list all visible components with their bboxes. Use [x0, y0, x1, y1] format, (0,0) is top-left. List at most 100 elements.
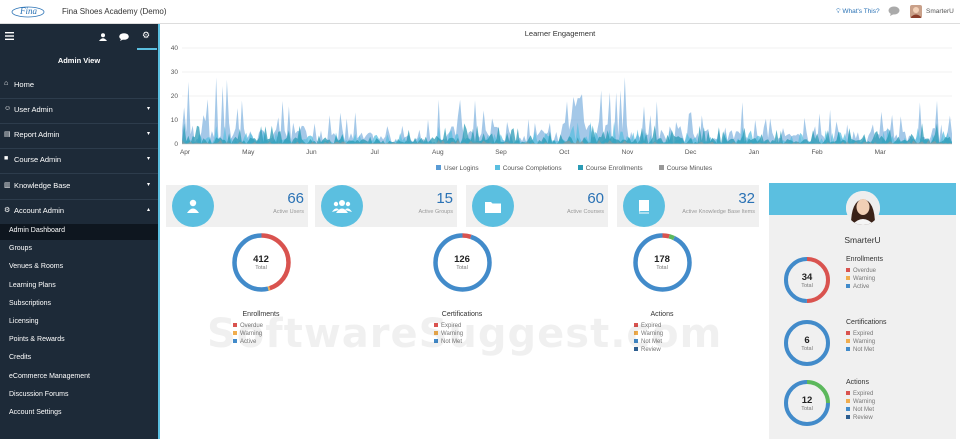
- legend-item[interactable]: Course Completions: [494, 165, 570, 172]
- legend-label: Warning: [441, 331, 464, 337]
- legend-swatch: [233, 339, 237, 343]
- donut-legend-item[interactable]: Not Met: [846, 406, 875, 414]
- stat-value: 60: [587, 190, 604, 207]
- legend-item[interactable]: Course Enrollments: [577, 165, 651, 172]
- donut-legend-item[interactable]: Review: [846, 414, 875, 422]
- legend-swatch: [634, 331, 638, 335]
- legend-label: Warning: [853, 276, 876, 282]
- sidebar-subitem[interactable]: Licensing: [0, 315, 158, 331]
- profile-donut-legend: Overdue Warning Active: [846, 267, 876, 291]
- legend-swatch: [846, 399, 850, 403]
- donut-legend-item[interactable]: Active: [846, 283, 876, 291]
- admin-view-label: Admin View: [57, 56, 101, 65]
- sidebar-item-user-admin[interactable]: ☺ User Admin ▾: [0, 102, 158, 120]
- donut-legend-item[interactable]: Expired: [846, 390, 875, 398]
- book-icon: [623, 185, 665, 227]
- series-area-course-minutes: [182, 139, 952, 144]
- legend-swatch: [434, 331, 438, 335]
- sidebar-item-account-admin[interactable]: ⚙ Account Admin ▴: [0, 203, 158, 221]
- divider: [0, 148, 158, 149]
- donut-legend-item[interactable]: Active: [233, 338, 263, 346]
- sidebar-item-home[interactable]: ⌂ Home: [0, 77, 158, 95]
- stat-card-active-courses[interactable]: 60 Active Courses: [466, 185, 608, 227]
- chat-icon[interactable]: [888, 6, 900, 16]
- sidebar-item-course-admin[interactable]: ■ Course Admin ▾: [0, 152, 158, 170]
- sidebar-item-knowledge-base[interactable]: ▥ Knowledge Base ▾: [0, 178, 158, 196]
- stat-card-active-users[interactable]: 66 Active Users: [166, 185, 308, 227]
- sidebar-subitem[interactable]: Admin Dashboard: [0, 224, 158, 240]
- sidebar-item-report-admin[interactable]: ▤ Report Admin ▾: [0, 127, 158, 145]
- logo-text: Fina: [19, 6, 37, 16]
- y-tick-label: 30: [171, 69, 179, 76]
- chat-bubble-icon[interactable]: [119, 33, 129, 43]
- sidebar-subitem[interactable]: Venues & Rooms: [0, 260, 158, 276]
- donut-total-value: 6: [804, 335, 810, 346]
- sidebar-subitem-label: Learning Plans: [9, 281, 56, 289]
- donut-legend-item[interactable]: Not Met: [634, 338, 663, 346]
- donut-legend-item[interactable]: Overdue: [233, 322, 263, 330]
- sidebar-subitem[interactable]: Groups: [0, 242, 158, 258]
- legend-label: Active: [853, 284, 870, 290]
- sidebar-subitem[interactable]: Account Settings: [0, 406, 158, 422]
- active-tab-indicator: [137, 48, 157, 50]
- profile-certifications-donut-center: 6 Total: [787, 335, 827, 352]
- series-area-course-enrollments: [182, 123, 952, 144]
- x-tick-label: May: [242, 149, 255, 156]
- sidebar-subitem[interactable]: Learning Plans: [0, 279, 158, 295]
- sidebar-subitem[interactable]: Points & Rewards: [0, 333, 158, 349]
- person-icon[interactable]: [99, 33, 107, 43]
- hamburger-menu-icon[interactable]: [5, 32, 14, 42]
- legend-item[interactable]: User Logins: [436, 165, 487, 172]
- stat-value: 66: [287, 190, 304, 207]
- legend-swatch: [846, 339, 850, 343]
- donut-legend-item[interactable]: Warning: [233, 330, 263, 338]
- sidebar-subitem[interactable]: Discussion Forums: [0, 388, 158, 404]
- profile-panel: SmarterU 34 Total Enrollments Overdue Warnin…: [769, 183, 956, 439]
- username-label[interactable]: SmarterU: [926, 8, 954, 15]
- sidebar-subitem-label: Licensing: [9, 318, 39, 325]
- gear-icon[interactable]: ⚙︎: [142, 30, 151, 40]
- whats-this-label[interactable]: What's This?: [842, 8, 880, 15]
- group-icon: [321, 185, 363, 227]
- donut-legend-item[interactable]: Warning: [846, 398, 875, 406]
- profile-donut-legend: Expired Warning Not Met: [846, 330, 875, 354]
- legend-swatch: [577, 165, 583, 170]
- sidebar-toolbar: ⚙︎: [0, 24, 158, 52]
- donut-legend-item[interactable]: Overdue: [846, 267, 876, 275]
- donut-legend-item[interactable]: Not Met: [434, 338, 463, 346]
- user-avatar[interactable]: [910, 5, 922, 18]
- donut-legend-item[interactable]: Review: [634, 346, 663, 354]
- donut-legend-item[interactable]: Warning: [634, 330, 663, 338]
- sidebar-subitem-label: Groups: [9, 245, 32, 253]
- profile-donut-legend: Expired Warning Not Met Review: [846, 390, 875, 422]
- fina-logo[interactable]: Fina: [10, 3, 46, 19]
- legend-label: User Logins: [444, 165, 479, 172]
- x-tick-label: Mar: [875, 149, 887, 156]
- stat-card-active-knowledge-base-items[interactable]: 32 Active Knowledge Base Items: [617, 185, 759, 227]
- stat-card-active-groups[interactable]: 15 Active Groups: [315, 185, 457, 227]
- legend-swatch: [494, 165, 500, 170]
- enrollments-donut-chart: [231, 232, 291, 292]
- donut-legend-item[interactable]: Warning: [846, 275, 876, 283]
- sidebar-subitem[interactable]: Subscriptions: [0, 297, 158, 313]
- sidebar-subitem[interactable]: Credits: [0, 351, 158, 367]
- sidebar-subitem-label: eCommerce Management: [9, 372, 90, 380]
- whats-this-link[interactable]: 💡︎ What's This?: [836, 8, 880, 15]
- donut-legend-item[interactable]: Expired: [634, 322, 663, 330]
- legend-item[interactable]: Course Minutes: [658, 165, 721, 172]
- donut-legend-item[interactable]: Warning: [846, 338, 875, 346]
- donut-legend-item[interactable]: Expired: [434, 322, 463, 330]
- donut-legend-item[interactable]: Warning: [434, 330, 463, 338]
- stat-label: Active Groups: [418, 209, 453, 215]
- legend-label: Course Enrollments: [585, 165, 643, 172]
- donut-legend-item[interactable]: Not Met: [846, 346, 875, 354]
- legend-label: Not Met: [641, 339, 663, 345]
- donut-segment: [231, 232, 291, 292]
- stat-label: Active Courses: [567, 209, 604, 215]
- donut-segment: [784, 257, 830, 303]
- legend-swatch: [434, 323, 438, 327]
- stat-value: 32: [738, 190, 755, 207]
- sidebar-subitem[interactable]: eCommerce Management: [0, 370, 158, 386]
- donut-legend-item[interactable]: Expired: [846, 330, 875, 338]
- y-tick-label: 40: [171, 45, 179, 52]
